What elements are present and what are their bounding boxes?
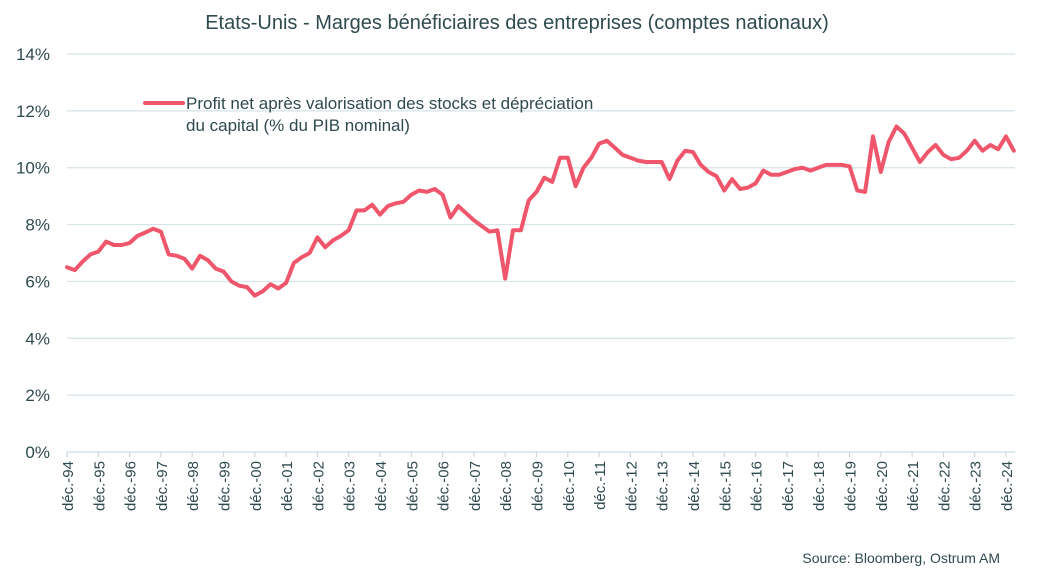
x-tick-label: déc.-11	[592, 461, 609, 510]
x-tick-label: déc.-13	[655, 461, 672, 511]
x-tick-label: déc.-95	[91, 461, 108, 511]
x-tick-label: déc.-17	[780, 461, 797, 511]
x-tick-label: déc.-06	[436, 461, 453, 511]
y-tick-label: 2%	[25, 386, 50, 405]
x-tick-label: déc.-08	[498, 461, 515, 511]
chart-title: Etats-Unis - Marges bénéficiaires des en…	[205, 12, 829, 34]
legend-label-line-2: du capital (% du PIB nominal)	[186, 116, 410, 135]
x-tick-label: déc.-21	[905, 461, 922, 511]
series-group	[65, 124, 1016, 298]
x-tick-label: déc.-96	[123, 461, 140, 511]
x-tick-label: déc.-03	[342, 461, 359, 511]
gridlines	[67, 53, 1015, 453]
source-note: Source: Bloomberg, Ostrum AM	[802, 550, 1000, 566]
y-tick-label: 0%	[25, 443, 50, 462]
x-tick-label: déc.-02	[310, 461, 327, 511]
y-tick-label: 8%	[25, 216, 50, 235]
y-axis: 0% 2% 4% 6% 8% 10% 12% 14%	[16, 45, 50, 462]
x-tick-label: déc.-20	[874, 461, 891, 511]
series-line	[65, 124, 1016, 298]
x-axis: déc.-94 déc.-95 déc.-96 déc.-97 déc.-98 déc.-…	[60, 452, 1016, 511]
y-tick-label: 14%	[16, 45, 50, 64]
x-tick-label: déc.-24	[999, 461, 1016, 511]
x-tick-label: déc.-16	[749, 461, 766, 511]
legend-label-line-1: Profit net après valorisation des stocks…	[186, 94, 593, 113]
x-tick-label: déc.-98	[185, 461, 202, 511]
x-tick-label: déc.-19	[843, 461, 860, 511]
x-tick-label: déc.-10	[561, 461, 578, 511]
x-tick-label: déc.-09	[530, 461, 547, 511]
y-tick-label: 4%	[25, 329, 50, 348]
x-tick-label: déc.-94	[60, 461, 77, 511]
x-tick-label: déc.-12	[623, 461, 640, 511]
x-tick-label: déc.-99	[217, 461, 234, 511]
x-tick-label: déc.-23	[968, 461, 985, 511]
y-tick-label: 6%	[25, 272, 50, 291]
y-tick-label: 10%	[16, 159, 50, 178]
x-tick-label: déc.-97	[154, 461, 171, 511]
x-tick-label: déc.-01	[279, 461, 296, 511]
x-tick-label: déc.-22	[936, 461, 953, 511]
x-tick-label: déc.-15	[717, 461, 734, 511]
x-tick-label: déc.-05	[404, 461, 421, 511]
x-tick-label: déc.-18	[811, 461, 828, 511]
y-tick-label: 12%	[16, 102, 50, 121]
x-tick-label: déc.-04	[373, 461, 390, 511]
legend: Profit net après valorisation des stocks…	[143, 94, 593, 135]
x-tick-label: déc.-00	[248, 461, 265, 511]
x-tick-label: déc.-07	[467, 461, 484, 511]
x-tick-label: déc.-14	[686, 461, 703, 511]
